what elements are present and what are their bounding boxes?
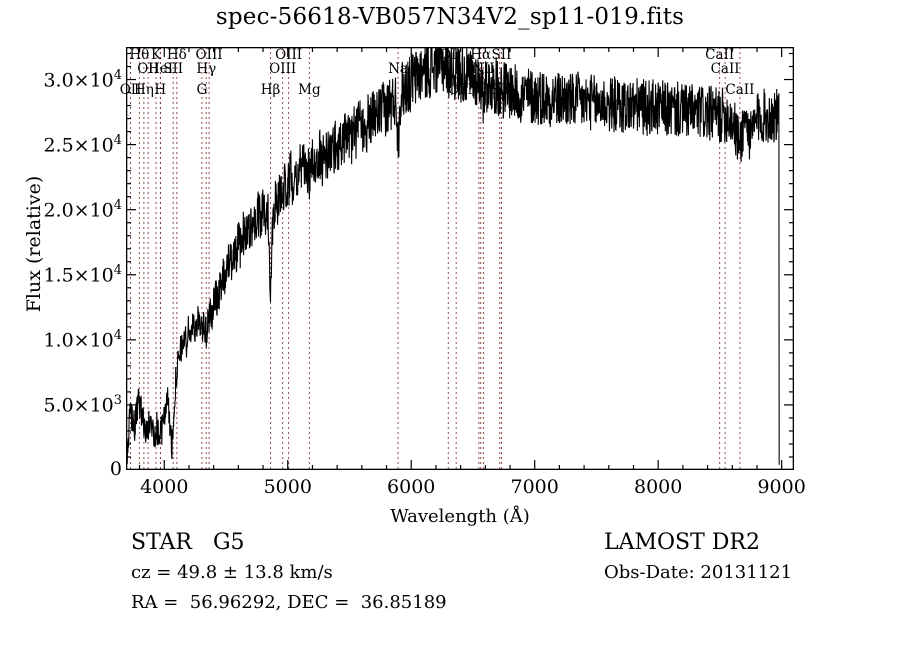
plot-area: OII Hθ Hη OII K H HeI Hδ SII G Hγ OIII Hβ OIII OIII Mg N… — [120, 47, 794, 470]
x-axis-tick-label: 4000 — [140, 476, 189, 498]
spectral-line-label: NII — [467, 82, 491, 98]
x-axis-tick-label: 6000 — [387, 476, 436, 498]
spectral-line-label: SII — [491, 47, 512, 63]
y-axis-tick-labels: 0 5.0×103 1.0×104 1.5×104 2.0×104 2.5×104 3.0×… — [0, 47, 122, 480]
y-axis-tick-label: 5.0×103 — [43, 392, 122, 417]
y-axis-tick-label: 1.5×104 — [43, 262, 122, 287]
spectral-line-label: OII — [119, 82, 142, 98]
flux-curve — [126, 47, 780, 465]
y-axis-tick-label: 2.5×104 — [43, 132, 122, 156]
x-axis-tick-label: 7000 — [510, 476, 559, 498]
spectral-line-label: OII — [137, 61, 159, 77]
spectral-line-label: OIII — [269, 61, 297, 77]
footer-left-column: STAR G5 cz = 49.8 ± 13.8 km/s RA = 56.96… — [131, 528, 551, 618]
spectral-line-label: Hα — [470, 47, 492, 63]
x-axis-tick-label: 9000 — [757, 476, 806, 498]
page-title: spec-56618-VB057N34V2_sp11-019.fits — [215, 4, 685, 30]
spectral-line-label: HeI — [148, 61, 174, 77]
x-axis-tick-label: 8000 — [633, 476, 683, 498]
spectral-line-label: H — [154, 82, 167, 98]
axis-frame — [126, 47, 794, 470]
y-axis-tick-label: 0 — [109, 458, 122, 480]
spectral-line-label: Hβ — [260, 82, 281, 98]
object-class-text: STAR G5 — [131, 530, 245, 555]
spectral-line-label: K — [150, 47, 162, 63]
spectral-line-label: NII — [472, 61, 495, 77]
spectral-line-label: OI — [440, 47, 457, 63]
spectral-line-label: CaII — [705, 47, 735, 63]
spectral-line-markers — [130, 47, 741, 470]
spectral-line-label: OIII — [195, 47, 223, 63]
x-axis-tick-labels: 4000 5000 6000 7000 8000 9000 — [126, 476, 806, 502]
spectral-line-label: SII — [489, 82, 510, 98]
spectral-line-label: OI — [447, 82, 465, 98]
spectral-line-label: SII — [163, 61, 184, 77]
spectral-line-label: Na — [388, 61, 408, 77]
spectral-line-label: Hγ — [196, 61, 217, 77]
footer-right-column: LAMOST DR2 Obs-Date: 20131121 — [604, 528, 900, 588]
y-axis-title: Flux (relative) — [23, 175, 45, 313]
radial-velocity-text: cz = 49.8 ± 13.8 km/s — [131, 562, 333, 583]
x-axis-title: Wavelength (Å) — [390, 506, 530, 527]
spectral-line-label: Hθ — [129, 47, 150, 63]
survey-name-text: LAMOST DR2 — [604, 530, 760, 555]
metadata-footer: STAR G5 cz = 49.8 ± 13.8 km/s RA = 56.96… — [0, 528, 900, 649]
y-axis-tick-label: 3.0×104 — [43, 67, 122, 91]
spectral-line-label: G — [196, 82, 208, 98]
x-axis-tick-label: 5000 — [263, 476, 312, 498]
spectral-line-label: Hδ — [166, 47, 187, 63]
spectral-line-label: Hη — [133, 82, 154, 98]
spectral-line-label: Mg — [298, 82, 321, 98]
spectral-line-label: CaII — [710, 61, 740, 77]
y-axis-tick-label: 1.0×104 — [43, 327, 122, 352]
spectral-line-label: CaII — [725, 82, 755, 98]
spectral-line-label: OIII — [275, 47, 303, 63]
spectrum-chart — [126, 47, 794, 470]
y-axis-tick-label: 2.0×104 — [43, 197, 122, 222]
obs-date-text: Obs-Date: 20131121 — [604, 562, 793, 583]
plot-border — [126, 47, 794, 470]
coordinates-text: RA = 56.96292, DEC = 36.85189 — [131, 592, 447, 613]
